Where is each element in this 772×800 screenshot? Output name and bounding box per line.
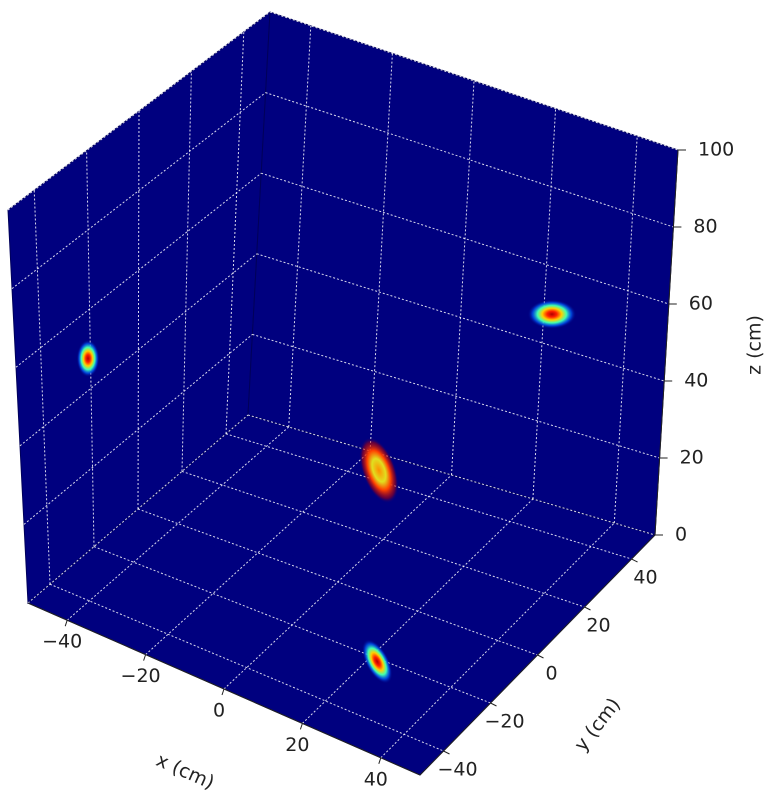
z-tick-label: 60 [689, 293, 713, 315]
grid-line [288, 25, 312, 428]
grid-line [265, 92, 674, 228]
x-tick-mark [64, 620, 68, 627]
x-tick-label: 20 [285, 734, 309, 756]
grid-line [19, 253, 258, 447]
grid-line [7, 11, 271, 211]
y-tick-mark [490, 702, 497, 707]
y-tick-mark [443, 750, 450, 755]
x-tick-label: −40 [42, 631, 82, 653]
grid-line [225, 433, 632, 560]
back-wall-projection [527, 299, 577, 329]
grid-line [252, 333, 660, 459]
y-tick-label: 20 [586, 615, 610, 637]
grid-line [247, 414, 656, 536]
grid-line [27, 414, 249, 604]
grid-line [49, 583, 444, 752]
grid-line [145, 450, 371, 655]
grid-line [225, 31, 245, 434]
grid-line [33, 190, 51, 585]
left-wall-projection [76, 339, 100, 378]
grid-line [261, 172, 669, 305]
y-tick-label: 40 [633, 567, 657, 589]
y-tick-mark [537, 654, 544, 659]
grid-line [15, 172, 262, 368]
grid-line [181, 71, 192, 472]
grid-line [11, 92, 266, 289]
z-tick-label: 0 [675, 524, 687, 546]
y-tick-label: 0 [545, 663, 557, 685]
z-tick-label: 80 [693, 216, 717, 238]
volume-blob [359, 437, 399, 504]
grid-line [380, 522, 615, 759]
y-tick-label: −40 [437, 759, 477, 781]
floor-projection [361, 639, 393, 684]
y-axis-label: y (cm) [570, 694, 625, 756]
x-axis-label: x (cm) [153, 749, 218, 794]
x-tick-mark [299, 723, 303, 730]
x-tick-mark [143, 654, 147, 661]
x-tick-mark [221, 688, 225, 696]
x-tick-mark [378, 757, 382, 764]
x-tick-label: −20 [121, 665, 161, 687]
y-tick-label: −20 [484, 711, 524, 733]
grid-line [532, 108, 557, 500]
grid-line [256, 253, 665, 382]
z-axis-label: z (cm) [744, 315, 766, 375]
axis-line [654, 149, 679, 536]
grid-line [23, 334, 253, 525]
x-tick-label: 0 [213, 700, 225, 722]
x-tick-label: 40 [364, 768, 388, 790]
y-tick-mark [584, 606, 591, 611]
y-tick-mark [631, 558, 638, 563]
grid-line [451, 80, 475, 476]
grid-line [181, 470, 585, 608]
grid-line [613, 136, 638, 524]
z-tick-label: 40 [684, 370, 708, 392]
z-tick-label: 20 [680, 447, 704, 469]
axis-line [27, 602, 421, 776]
z-tick-label: 100 [698, 139, 734, 161]
grid-line [93, 546, 491, 704]
grid-line [66, 426, 290, 621]
axis-line [419, 534, 656, 776]
grid-line [137, 508, 538, 656]
